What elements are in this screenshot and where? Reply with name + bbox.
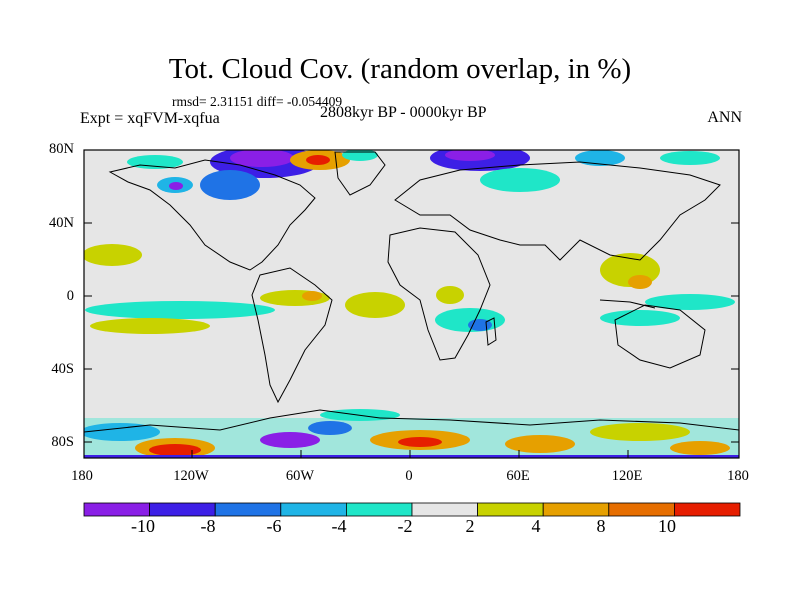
colorbar-label: 8	[596, 516, 606, 536]
map-frame	[83, 149, 740, 459]
colorbar-box	[280, 502, 347, 517]
anomaly-region	[149, 444, 201, 456]
anomaly-region	[670, 441, 730, 455]
anomaly-region	[200, 170, 260, 200]
colorbar-label: -10	[131, 516, 155, 536]
lon-ticks	[191, 450, 629, 458]
lon-label-60e: 60E	[506, 468, 530, 484]
experiment-label: Expt = xqFVM-xqfua	[80, 110, 220, 127]
anomaly-region	[660, 151, 720, 165]
anomaly-region	[230, 150, 294, 167]
lat-label-0: 0	[66, 288, 74, 304]
lon-label-60w: 60W	[285, 468, 315, 484]
anomaly-region	[645, 294, 735, 310]
colorbar-box	[411, 502, 478, 517]
lon-label-0: 0	[405, 468, 413, 484]
lon-label-180e: 180	[727, 468, 749, 484]
anomaly-region	[345, 292, 405, 318]
anomaly-region	[84, 455, 739, 458]
colorbar-label: 2	[465, 516, 475, 536]
colorbar-label: -4	[331, 516, 347, 536]
colorbar-label: 4	[531, 516, 541, 536]
colorbar-label: -8	[200, 516, 216, 536]
colorbar-box	[542, 502, 610, 517]
anomaly-region	[600, 310, 680, 326]
colorbar-box	[608, 502, 675, 517]
anomaly-region	[480, 168, 560, 192]
colorbar-label: -2	[397, 516, 413, 536]
stats-label: rmsd= 2.31151 diff= -0.054409	[172, 94, 343, 109]
anomaly-region	[342, 150, 378, 161]
anomaly-region	[590, 423, 690, 441]
period-label: 2808kyr BP - 0000kyr BP	[320, 104, 487, 121]
anomaly-region	[84, 244, 142, 266]
anomaly-region	[169, 182, 183, 190]
lon-label-180w: 180	[71, 468, 93, 484]
anomaly-region	[85, 301, 275, 319]
anomaly-region	[260, 432, 320, 448]
colorbar-box	[345, 502, 413, 517]
coastlines	[84, 151, 739, 433]
lat-label-80n: 80N	[49, 141, 74, 157]
season-label: ANN	[707, 109, 742, 126]
lat-label-40n: 40N	[49, 215, 74, 231]
anomaly-region	[306, 155, 330, 165]
lat-ticks	[84, 149, 739, 443]
anomaly-region	[302, 291, 322, 301]
colorbar-box	[83, 502, 150, 517]
colorbar	[83, 502, 741, 517]
anomaly-region	[505, 435, 575, 453]
anomaly-region	[308, 421, 352, 435]
anomaly-region	[84, 423, 160, 441]
anomaly-region	[127, 155, 183, 169]
anomaly-region	[445, 150, 495, 161]
anomaly-field	[84, 150, 739, 458]
colorbar-box	[149, 502, 216, 517]
anomaly-region	[436, 286, 464, 304]
lon-label-120w: 120W	[173, 468, 209, 484]
map-title: Tot. Cloud Cov. (random overlap, in %)	[168, 53, 632, 85]
anomaly-region	[398, 437, 442, 447]
anomaly-region	[575, 150, 625, 166]
colorbar-box	[674, 502, 741, 517]
colorbar-label: 10	[658, 516, 676, 536]
colorbar-box	[477, 502, 544, 517]
lat-label-80s: 80S	[51, 434, 74, 450]
anomaly-region	[628, 275, 652, 289]
colorbar-label: -6	[266, 516, 282, 536]
lat-label-40s: 40S	[51, 361, 74, 377]
lon-label-120e: 120E	[611, 468, 643, 484]
colorbar-box	[214, 502, 282, 517]
anomaly-region	[90, 318, 210, 334]
